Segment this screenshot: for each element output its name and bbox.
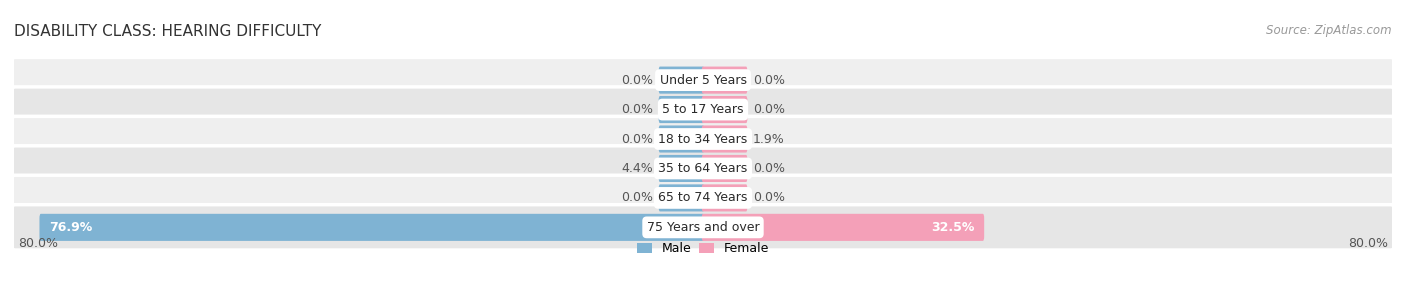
Text: Under 5 Years: Under 5 Years: [659, 74, 747, 87]
Text: 32.5%: 32.5%: [931, 221, 974, 234]
Text: DISABILITY CLASS: HEARING DIFFICULTY: DISABILITY CLASS: HEARING DIFFICULTY: [14, 24, 322, 39]
Text: 80.0%: 80.0%: [18, 237, 59, 250]
Text: 0.0%: 0.0%: [621, 74, 652, 87]
Text: 0.0%: 0.0%: [754, 192, 785, 204]
Text: 0.0%: 0.0%: [621, 132, 652, 146]
Text: 80.0%: 80.0%: [1347, 237, 1388, 250]
Text: 76.9%: 76.9%: [49, 221, 93, 234]
FancyBboxPatch shape: [702, 184, 748, 211]
Text: 0.0%: 0.0%: [754, 74, 785, 87]
FancyBboxPatch shape: [11, 205, 1395, 250]
Text: 0.0%: 0.0%: [621, 103, 652, 116]
Text: 18 to 34 Years: 18 to 34 Years: [658, 132, 748, 146]
Text: 4.4%: 4.4%: [621, 162, 652, 175]
Text: 65 to 74 Years: 65 to 74 Years: [658, 192, 748, 204]
Text: 75 Years and over: 75 Years and over: [647, 221, 759, 234]
Legend: Male, Female: Male, Female: [631, 237, 775, 260]
Text: 0.0%: 0.0%: [621, 192, 652, 204]
FancyBboxPatch shape: [658, 67, 704, 94]
FancyBboxPatch shape: [658, 184, 704, 211]
FancyBboxPatch shape: [11, 87, 1395, 132]
Text: 5 to 17 Years: 5 to 17 Years: [662, 103, 744, 116]
Text: 35 to 64 Years: 35 to 64 Years: [658, 162, 748, 175]
FancyBboxPatch shape: [39, 214, 704, 241]
FancyBboxPatch shape: [658, 96, 704, 123]
FancyBboxPatch shape: [658, 155, 704, 182]
Text: Source: ZipAtlas.com: Source: ZipAtlas.com: [1267, 24, 1392, 37]
FancyBboxPatch shape: [702, 155, 748, 182]
Text: 1.9%: 1.9%: [754, 132, 785, 146]
FancyBboxPatch shape: [11, 146, 1395, 191]
FancyBboxPatch shape: [702, 96, 748, 123]
FancyBboxPatch shape: [11, 116, 1395, 162]
FancyBboxPatch shape: [11, 175, 1395, 221]
FancyBboxPatch shape: [702, 214, 984, 241]
FancyBboxPatch shape: [658, 125, 704, 153]
FancyBboxPatch shape: [702, 125, 748, 153]
Text: 0.0%: 0.0%: [754, 103, 785, 116]
Text: 0.0%: 0.0%: [754, 162, 785, 175]
FancyBboxPatch shape: [702, 67, 748, 94]
FancyBboxPatch shape: [11, 58, 1395, 103]
